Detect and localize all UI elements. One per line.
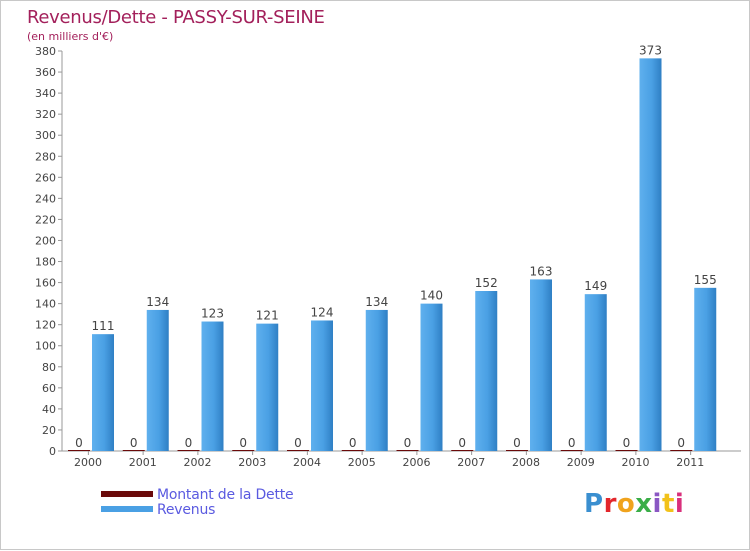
x-tick-label: 2003	[238, 456, 266, 469]
y-tick-label: 60	[42, 382, 56, 395]
x-tick-label: 2008	[512, 456, 540, 469]
data-label-revenus: 111	[92, 319, 115, 333]
bar-dette	[122, 450, 145, 451]
bar-dette	[451, 450, 474, 451]
data-label-dette: 0	[349, 436, 357, 450]
legend-label-dette: Montant de la Dette	[157, 487, 294, 503]
legend-swatch-dette	[101, 491, 153, 497]
x-tick-label: 2011	[676, 456, 704, 469]
bar-dette	[560, 450, 583, 451]
y-tick-label: 280	[35, 150, 56, 163]
data-label-revenus: 152	[475, 276, 498, 290]
x-tick-label: 2009	[567, 456, 595, 469]
bar-revenus	[201, 321, 224, 451]
x-tick-label: 2001	[129, 456, 157, 469]
x-tick-label: 2002	[184, 456, 212, 469]
proxiti-logo: Proxiti	[584, 489, 684, 519]
y-tick-label: 80	[42, 361, 56, 374]
chart-title: Revenus/Dette - PASSY-SUR-SEINE	[27, 7, 325, 28]
y-tick-label: 140	[35, 298, 56, 311]
data-label-revenus: 155	[694, 273, 717, 287]
chart-subtitle: (en milliers d'€)	[27, 30, 114, 43]
x-tick-label: 2005	[348, 456, 376, 469]
bar-revenus	[639, 58, 662, 452]
data-label-revenus: 134	[365, 295, 388, 309]
bar-dette	[232, 450, 255, 451]
legend-swatch-revenus	[101, 506, 153, 512]
data-label-dette: 0	[623, 436, 631, 450]
y-tick-label: 220	[35, 213, 56, 226]
bar-dette	[177, 450, 200, 451]
y-tick-label: 260	[35, 171, 56, 184]
bar-revenus	[584, 294, 607, 451]
data-label-revenus: 123	[201, 307, 224, 321]
bar-revenus	[92, 334, 114, 451]
data-label-revenus: 149	[584, 279, 607, 293]
legend-label-revenus: Revenus	[157, 502, 216, 518]
y-tick-label: 240	[35, 192, 56, 205]
bar-revenus	[146, 309, 169, 451]
bar-dette	[287, 450, 309, 451]
y-tick-label: 380	[35, 45, 56, 58]
data-label-dette: 0	[404, 436, 412, 450]
y-tick-label: 180	[35, 256, 56, 269]
y-tick-label: 20	[42, 424, 56, 437]
y-tick-label: 360	[35, 66, 56, 79]
bar-revenus	[530, 279, 552, 451]
data-label-dette: 0	[239, 436, 247, 450]
logo-letter: i	[652, 489, 662, 519]
bar-dette	[670, 450, 693, 451]
logo-letter: o	[616, 489, 636, 519]
data-label-revenus: 121	[256, 309, 279, 323]
logo-letter: t	[661, 489, 675, 519]
data-label-dette: 0	[513, 436, 521, 450]
y-tick-label: 340	[35, 87, 56, 100]
bar-dette	[341, 450, 364, 451]
logo-letter: P	[584, 489, 604, 519]
data-label-dette: 0	[294, 436, 302, 450]
bar-revenus	[475, 291, 498, 451]
data-label-dette: 0	[677, 436, 685, 450]
x-tick-label: 2010	[622, 456, 650, 469]
data-label-revenus: 134	[146, 295, 169, 309]
bar-revenus	[420, 303, 443, 451]
bar-dette	[506, 450, 528, 451]
bar-revenus	[311, 320, 333, 451]
y-tick-label: 0	[49, 445, 56, 458]
bar-dette	[396, 450, 419, 451]
logo-letter: r	[603, 489, 617, 519]
y-tick-label: 320	[35, 108, 56, 121]
y-tick-label: 120	[35, 319, 56, 332]
x-tick-label: 2006	[403, 456, 431, 469]
data-label-revenus: 140	[420, 289, 443, 303]
bar-revenus	[365, 309, 388, 451]
y-tick-label: 160	[35, 277, 56, 290]
logo-letter: x	[635, 489, 653, 519]
data-label-dette: 0	[75, 436, 83, 450]
data-label-revenus: 373	[639, 43, 662, 57]
x-tick-label: 2004	[293, 456, 321, 469]
data-label-dette: 0	[568, 436, 576, 450]
logo-letter: i	[674, 489, 685, 519]
data-label-revenus: 163	[530, 264, 553, 278]
data-label-dette: 0	[458, 436, 466, 450]
bar-revenus	[694, 287, 717, 451]
y-tick-label: 40	[42, 403, 56, 416]
data-label-dette: 0	[130, 436, 138, 450]
y-tick-label: 300	[35, 129, 56, 142]
y-tick-label: 100	[35, 340, 56, 353]
bar-dette	[615, 450, 638, 451]
x-tick-label: 2000	[74, 456, 102, 469]
y-tick-label: 200	[35, 234, 56, 247]
bar-dette	[68, 450, 90, 451]
data-label-revenus: 124	[311, 305, 334, 319]
x-tick-label: 2007	[457, 456, 485, 469]
data-label-dette: 0	[185, 436, 193, 450]
bar-revenus	[256, 323, 279, 451]
